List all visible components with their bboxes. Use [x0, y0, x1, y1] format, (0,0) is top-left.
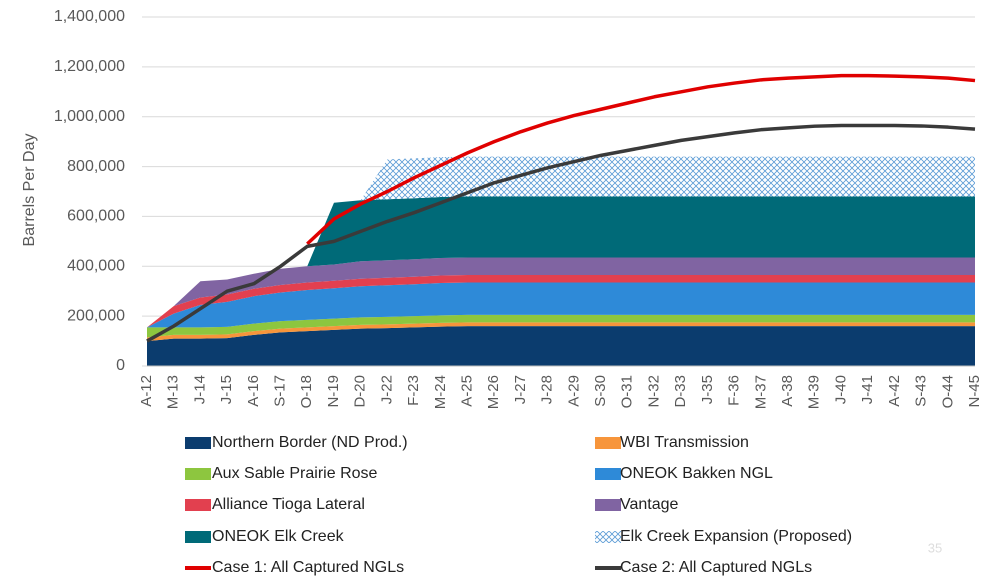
legend-swatch	[185, 468, 211, 480]
y-tick-label: 0	[116, 357, 125, 374]
area	[147, 322, 975, 342]
x-tick-label: J-27	[512, 375, 529, 404]
x-tick-label: J-40	[832, 375, 849, 404]
legend-label: Vantage	[620, 496, 679, 513]
x-tick-label: M-39	[806, 375, 823, 409]
y-tick-label: 1,000,000	[54, 108, 125, 125]
x-tick-label: J-14	[191, 375, 208, 404]
x-tick-label: A-29	[565, 375, 582, 407]
legend-swatch	[185, 499, 211, 511]
legend-label: Elk Creek Expansion (Proposed)	[620, 528, 852, 545]
x-tick-label: A-16	[245, 375, 262, 407]
legend-label: Alliance Tioga Lateral	[212, 496, 365, 513]
y-tick-label: 800,000	[67, 158, 125, 175]
x-tick-label: M-26	[485, 375, 502, 409]
x-tick-label: J-28	[539, 375, 556, 404]
y-tick-label: 200,000	[67, 307, 125, 324]
x-tick-label: S-30	[592, 375, 609, 407]
legend-label: WBI Transmission	[620, 434, 749, 451]
legend-label: ONEOK Bakken NGL	[620, 465, 773, 482]
legend-swatch	[185, 531, 211, 543]
area	[147, 196, 975, 328]
legend-label: ONEOK Elk Creek	[212, 528, 345, 545]
legend-label: Northern Border (ND Prod.)	[212, 434, 408, 451]
x-tick-label: S-17	[272, 375, 289, 407]
legend-swatch	[595, 468, 621, 480]
line	[306, 73, 976, 246]
legend-swatch	[185, 437, 211, 449]
y-axis-title: Barrels Per Day	[21, 134, 38, 247]
x-tick-label: A-38	[779, 375, 796, 407]
y-tick-label: 600,000	[67, 208, 125, 225]
y-tick-label: 1,400,000	[54, 8, 125, 25]
x-tick-label: S-43	[913, 375, 930, 407]
area	[147, 156, 975, 328]
x-tick-label: A-42	[886, 375, 903, 407]
legend-label: Aux Sable Prairie Rose	[212, 465, 378, 482]
x-tick-label: O-31	[619, 375, 636, 408]
legend-swatch	[595, 499, 621, 511]
y-tick-label: 1,200,000	[54, 58, 125, 75]
x-tick-label: J-35	[699, 375, 716, 404]
legend-swatch	[595, 531, 621, 543]
x-tick-label: N-32	[645, 375, 662, 408]
x-tick-label: J-41	[859, 375, 876, 404]
x-tick-label: F-36	[726, 375, 743, 406]
area	[147, 257, 975, 328]
x-tick-label: A-25	[458, 375, 475, 407]
legend-label: Case 2: All Captured NGLs	[620, 559, 812, 576]
x-tick-label: D-20	[352, 375, 369, 408]
x-tick-label: J-15	[218, 375, 235, 404]
x-tick-label: M-24	[432, 375, 449, 409]
y-tick-label: 400,000	[67, 258, 125, 275]
legend-label: Case 1: All Captured NGLs	[212, 559, 404, 576]
area	[147, 282, 975, 328]
x-tick-label: O-44	[939, 375, 956, 408]
x-tick-label: N-19	[325, 375, 342, 408]
x-tick-label: J-22	[378, 375, 395, 404]
x-tick-label: M-13	[165, 375, 182, 409]
area	[147, 275, 975, 328]
area	[147, 314, 975, 338]
area	[147, 326, 975, 366]
x-tick-label: N-45	[966, 375, 983, 408]
legend-swatch	[595, 437, 621, 449]
x-tick-label: M-37	[752, 375, 769, 409]
line	[146, 123, 976, 343]
x-tick-label: D-33	[672, 375, 689, 408]
page-number: 35	[928, 540, 942, 555]
x-tick-label: F-23	[405, 375, 422, 406]
x-tick-label: A-12	[138, 375, 155, 407]
x-tick-label: O-18	[298, 375, 315, 408]
